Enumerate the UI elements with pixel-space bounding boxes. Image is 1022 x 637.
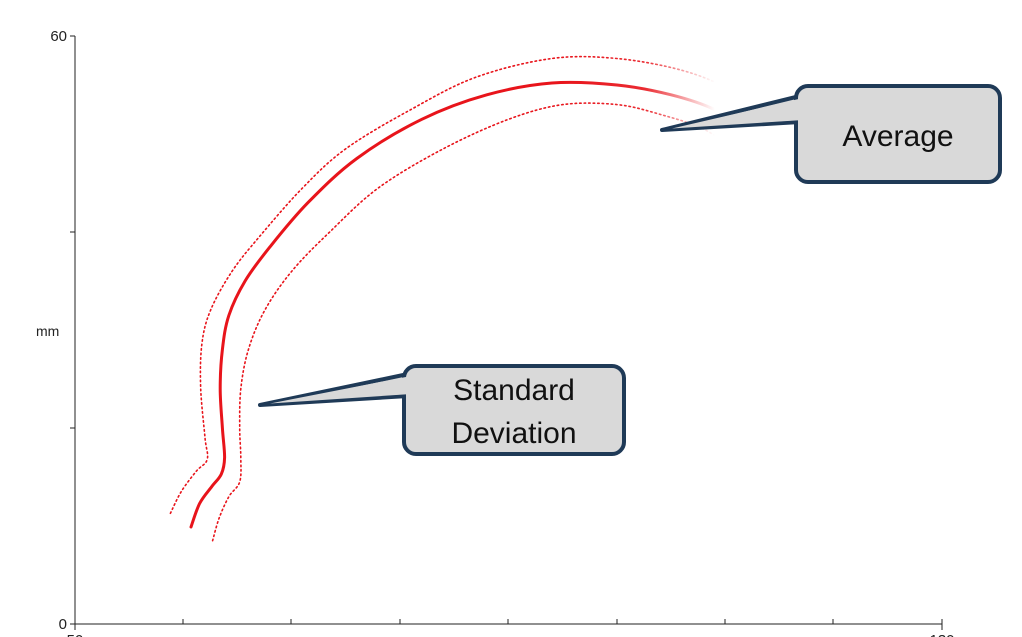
y-tick-label-60: 60 <box>50 28 67 45</box>
y-axis-ticks <box>70 35 75 625</box>
series-layer <box>169 55 813 542</box>
standard-deviation-callout-joint <box>270 376 411 404</box>
x-tick-label-130: 130 <box>929 632 954 637</box>
axes: 60 0 50 130 mm mm <box>36 28 955 637</box>
average-callout-box <box>794 84 1002 184</box>
series-line-upper <box>169 55 813 515</box>
y-tick-label-0: 0 <box>59 616 67 633</box>
x-axis-ticks <box>74 619 943 630</box>
standard-deviation-callout-box <box>402 364 626 456</box>
average-callout: Average <box>660 84 1002 184</box>
average-callout-joint <box>672 98 803 129</box>
standard-deviation-callout: Standard Deviation <box>258 364 626 456</box>
series-line-average <box>189 80 808 529</box>
average-callout-text: Average <box>842 120 953 153</box>
series-line-lower <box>211 102 781 542</box>
standard-deviation-callout-line-1: Standard <box>453 374 575 407</box>
x-tick-label-50: 50 <box>67 632 84 637</box>
x-axis-label: mm <box>496 632 519 637</box>
standard-deviation-callout-line-2: Deviation <box>451 417 576 450</box>
y-axis-label: mm <box>36 323 59 339</box>
